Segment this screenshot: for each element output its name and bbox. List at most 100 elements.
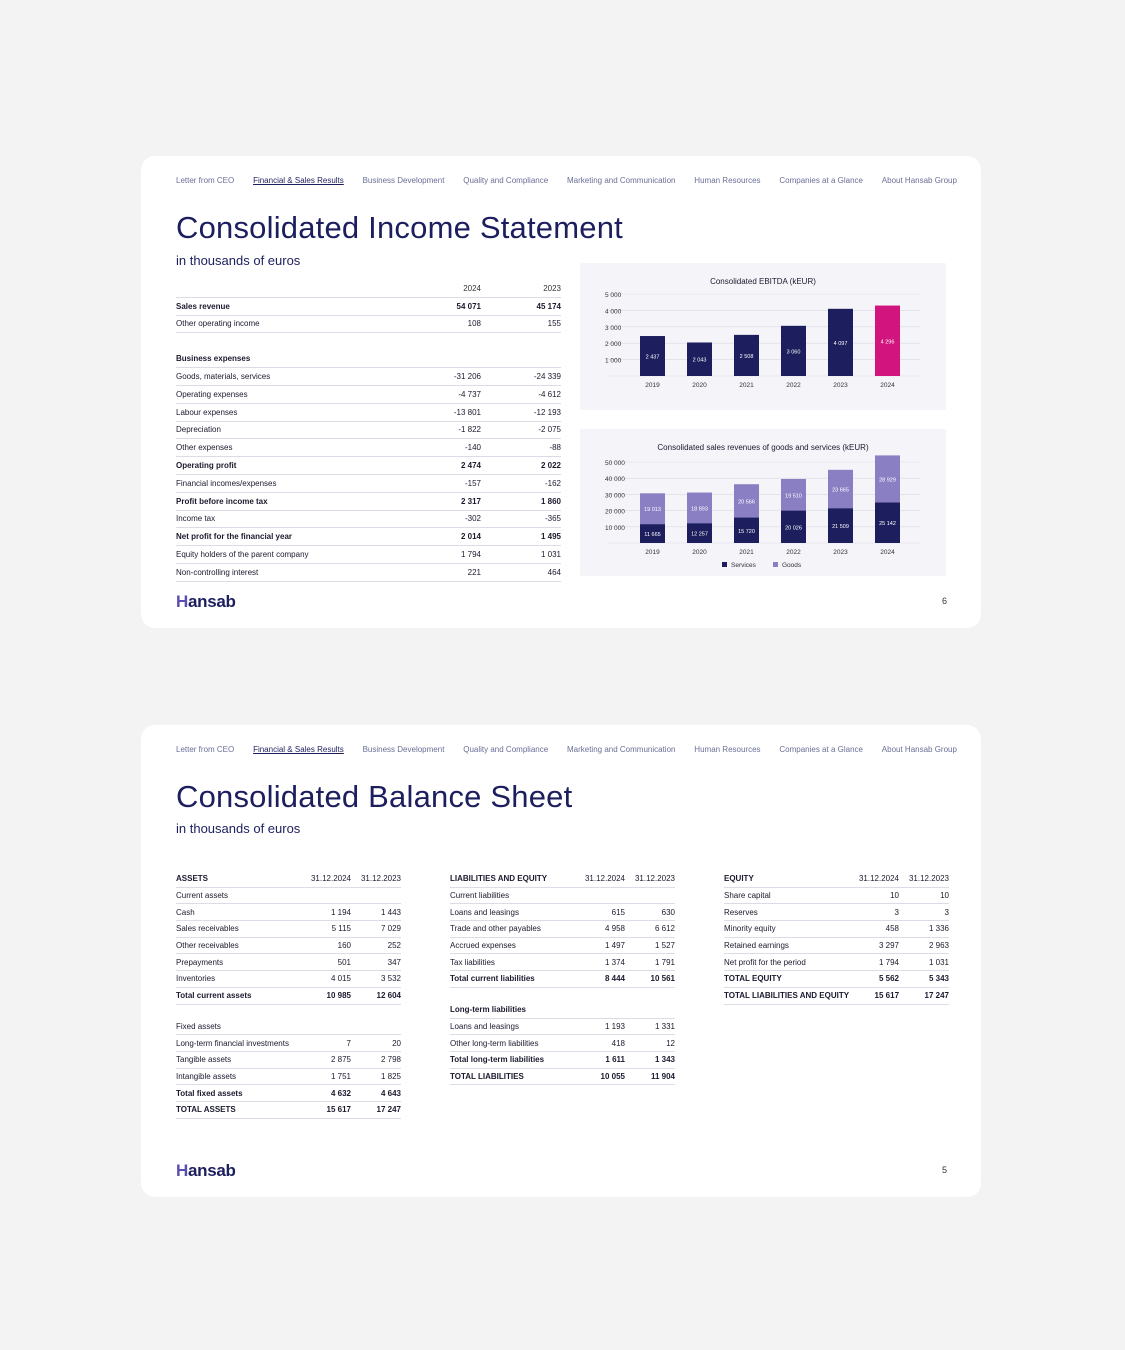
value-2024: -302 xyxy=(464,514,481,524)
value-2023: 2 022 xyxy=(540,461,561,471)
bar xyxy=(828,308,853,376)
nav-link-human-resources[interactable]: Human Resources xyxy=(694,745,761,754)
x-tick-label: 2022 xyxy=(786,549,801,556)
row-label: Operating profit xyxy=(176,461,237,471)
row-label: Tangible assets xyxy=(176,1055,232,1065)
nav-link-about-hansab-group[interactable]: About Hansab Group xyxy=(881,176,957,185)
value-2024: 3 xyxy=(894,907,899,917)
value-2024: 1 794 xyxy=(460,550,481,560)
chart-title: Consolidated sales revenues of goods and… xyxy=(657,443,869,452)
table-row: Operating profit 2 474 2 022 xyxy=(176,457,561,475)
value-2024: 5 562 xyxy=(878,974,899,984)
bar xyxy=(640,336,665,376)
value-2023: 1 527 xyxy=(654,941,675,951)
value-2023: 347 xyxy=(387,957,401,967)
bar xyxy=(734,334,759,376)
liabilities-table: LIABILITIES AND EQUITY 31.12.2024 31.12.20… xyxy=(450,871,675,1086)
table-row: Business expenses xyxy=(176,350,561,369)
row-label: Fixed assets xyxy=(176,1021,221,1031)
x-tick-label: 2021 xyxy=(739,382,754,389)
value-2023: 1 860 xyxy=(540,496,561,506)
nav-link-business-development[interactable]: Business Development xyxy=(362,745,445,754)
nav-link-about-hansab-group[interactable]: About Hansab Group xyxy=(881,745,957,754)
table-row: Accrued expenses 1 497 1 527 xyxy=(450,938,675,955)
value-2023: 1 443 xyxy=(380,907,401,917)
sales-revenue-chart: Consolidated sales revenues of goods and… xyxy=(580,429,946,576)
data-label: 15 720 xyxy=(738,529,755,535)
bar-goods xyxy=(640,493,665,525)
value-2024: -31 206 xyxy=(453,372,481,382)
legend-label: Goods xyxy=(782,562,802,569)
data-label: 19 013 xyxy=(644,507,661,513)
data-label: 28 929 xyxy=(879,477,896,483)
x-tick-label: 2024 xyxy=(880,549,895,556)
table-row: TOTAL ASSETS 15 617 17 247 xyxy=(176,1102,401,1119)
header-2023: 31.12.2023 xyxy=(634,874,675,884)
bar-goods xyxy=(781,478,806,511)
value-2023: 1 495 xyxy=(540,532,561,542)
table-row: Total current assets 10 985 12 604 xyxy=(176,988,401,1005)
nav-link-companies-at-a-glance[interactable]: Companies at a Glance xyxy=(779,745,863,754)
nav-link-financial-sales-results[interactable]: Financial & Sales Results xyxy=(253,176,344,185)
table-row xyxy=(176,333,561,350)
table-row: Current liabilities xyxy=(450,888,675,905)
value-2023: 2 963 xyxy=(928,941,949,951)
value-2023: -12 193 xyxy=(533,407,561,417)
bar-services xyxy=(875,502,900,543)
legend-label: Services xyxy=(731,562,757,569)
table-row: Labour expenses -13 801 -12 193 xyxy=(176,404,561,422)
table-row: Other expenses -140 -88 xyxy=(176,439,561,458)
nav-link-quality-and-compliance[interactable]: Quality and Compliance xyxy=(463,745,549,754)
legend-swatch xyxy=(773,562,778,567)
table-row: Depreciation -1 822 -2 075 xyxy=(176,422,561,440)
x-tick-label: 2019 xyxy=(645,382,660,389)
row-label: Trade and other payables xyxy=(450,924,541,934)
value-2023: 1 031 xyxy=(540,550,561,560)
nav-link-financial-sales-results[interactable]: Financial & Sales Results xyxy=(253,745,344,754)
row-label: Retained earnings xyxy=(724,941,789,951)
row-label: Minority equity xyxy=(724,924,776,934)
value-2024: 2 014 xyxy=(460,532,481,542)
value-2023: -2 075 xyxy=(538,425,561,435)
ebitda-chart-svg: Consolidated EBITDA (kEUR) 1 000 2 000 3 00… xyxy=(605,277,920,389)
nav-link-letter-from-ceo[interactable]: Letter from CEO xyxy=(176,176,235,185)
table-row: Total current liabilities 8 444 10 561 xyxy=(450,971,675,988)
value-2023: 45 174 xyxy=(536,301,561,311)
row-label: Labour expenses xyxy=(176,407,238,417)
table-row: Financial incomes/expenses -157 -162 xyxy=(176,475,561,493)
x-tick-label: 2023 xyxy=(833,382,848,389)
value-2024: 2 875 xyxy=(330,1055,351,1065)
table-row: Other long-term liabilities 418 12 xyxy=(450,1035,675,1052)
page-subtitle: in thousands of euros xyxy=(176,253,301,268)
nav-link-business-development[interactable]: Business Development xyxy=(362,176,445,185)
nav-link-marketing-and-communication[interactable]: Marketing and Communication xyxy=(566,176,676,185)
nav-link-companies-at-a-glance[interactable]: Companies at a Glance xyxy=(779,176,863,185)
value-2024: 1 193 xyxy=(604,1021,625,1031)
value-2023: -4 612 xyxy=(538,389,561,399)
income-statement-slide: Letter from CEO Financial & Sales Results… xyxy=(141,156,981,628)
value-2023: 1 791 xyxy=(654,957,675,967)
bar-goods xyxy=(734,484,759,518)
data-label: 20 566 xyxy=(738,499,755,505)
row-label: Total current liabilities xyxy=(450,974,535,984)
value-2023: 11 904 xyxy=(650,1071,675,1081)
nav-link-quality-and-compliance[interactable]: Quality and Compliance xyxy=(463,176,549,185)
data-label: 2 508 xyxy=(740,354,754,360)
nav-link-letter-from-ceo[interactable]: Letter from CEO xyxy=(176,745,235,754)
y-tick-label: 50 000 xyxy=(605,460,625,467)
value-2023: 4 643 xyxy=(380,1088,401,1098)
hansab-logo: Hansab xyxy=(176,1161,236,1180)
data-label: 4 296 xyxy=(881,339,895,345)
row-label: Current assets xyxy=(176,891,229,901)
row-label: Sales receivables xyxy=(176,924,239,934)
data-label: 23 665 xyxy=(832,487,849,493)
value-2024: -4 737 xyxy=(458,389,481,399)
nav-link-marketing-and-communication[interactable]: Marketing and Communication xyxy=(566,745,676,754)
nav-link-human-resources[interactable]: Human Resources xyxy=(694,176,761,185)
value-2024: 2 474 xyxy=(460,461,481,471)
row-label: Profit before income tax xyxy=(176,496,268,506)
table-header: LIABILITIES AND EQUITY 31.12.2024 31.12.20… xyxy=(450,871,675,888)
row-label: Non-controlling interest xyxy=(176,567,259,577)
table-row: TOTAL LIABILITIES AND EQUITY 15 617 17 247 xyxy=(724,988,949,1005)
data-label: 4 097 xyxy=(834,341,848,347)
